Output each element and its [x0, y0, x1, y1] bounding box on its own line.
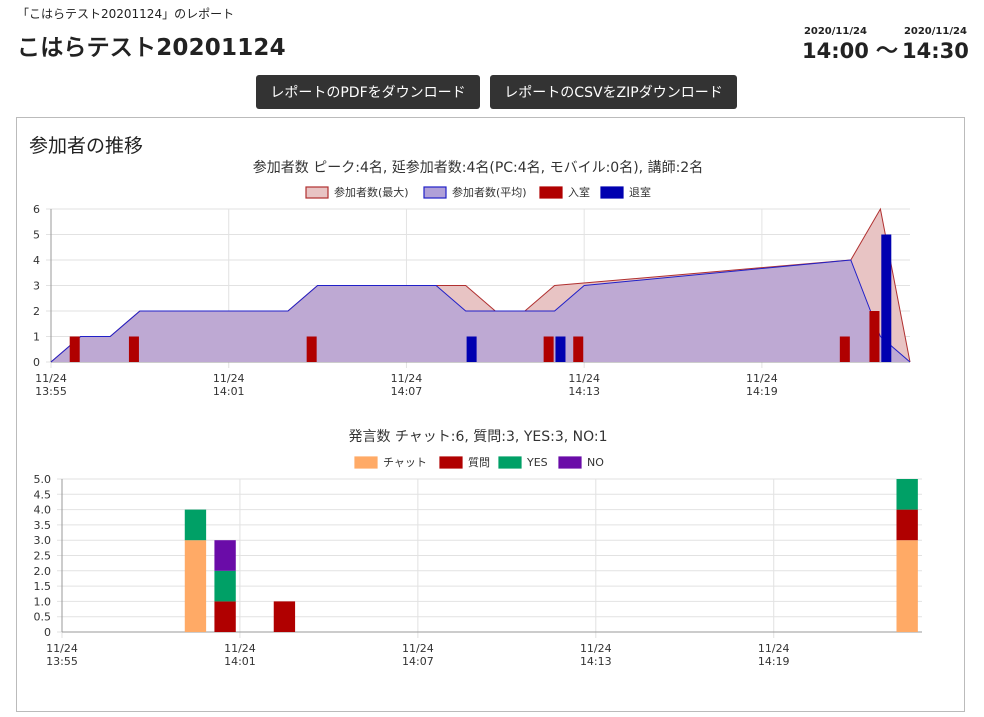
legend-swatch	[558, 456, 582, 469]
legend-swatch	[354, 456, 378, 469]
legend-label: 参加者数(平均)	[452, 185, 527, 199]
x-tick-date: 11/24	[391, 372, 423, 385]
y-tick-label: 4.0	[34, 504, 52, 517]
chart-title: 発言数 チャット:6, 質問:3, YES:3, NO:1	[348, 429, 607, 445]
chat-bar	[184, 540, 207, 632]
x-tick-time: 14:01	[224, 655, 256, 668]
y-tick-label: 6	[33, 203, 40, 216]
chart-title: 参加者数 ピーク:4名, 延参加者数:4名(PC:4名, モバイル:0名), 講…	[253, 159, 703, 176]
x-tick-time: 14:13	[568, 385, 600, 398]
y-tick-label: 2.5	[34, 550, 52, 563]
no-bar	[214, 540, 236, 571]
y-tick-label: 4	[33, 254, 40, 267]
y-tick-label: 2	[33, 305, 40, 318]
download-csv-zip-button[interactable]: レポートのCSVをZIPダウンロード	[490, 75, 737, 109]
enter-bar	[839, 336, 850, 362]
x-tick-date: 11/24	[580, 642, 612, 655]
download-pdf-button[interactable]: レポートのPDFをダウンロード	[256, 75, 480, 109]
page-title: こはらテスト20201124	[17, 35, 286, 61]
y-tick-label: 1	[33, 331, 40, 344]
x-tick-date: 11/24	[746, 372, 778, 385]
end-datetime: 2020/11/24 14:30	[902, 26, 969, 64]
yes-bar	[184, 509, 207, 541]
x-tick-date: 11/24	[46, 642, 78, 655]
start-date: 2020/11/24	[803, 26, 867, 37]
enter-bar	[69, 336, 80, 362]
x-tick-time: 14:13	[580, 655, 612, 668]
breadcrumb: 「こはらテスト20201124」のレポート	[17, 7, 235, 21]
enter-bar	[543, 336, 554, 362]
x-tick-date: 11/24	[213, 372, 245, 385]
x-tick-time: 14:19	[758, 655, 790, 668]
x-tick-time: 13:55	[46, 655, 78, 668]
end-time: 14:30	[902, 39, 969, 63]
yes-bar	[896, 479, 918, 510]
y-tick-label: 3	[33, 280, 40, 293]
panel-title: 参加者の推移	[29, 135, 144, 157]
legend-swatch	[305, 186, 329, 199]
legend-swatch	[600, 186, 624, 199]
avg-participants-area-line	[50, 259, 911, 363]
x-tick-time: 14:07	[391, 385, 423, 398]
exit-bar	[466, 336, 477, 362]
legend-label: NO	[587, 456, 604, 469]
y-tick-label: 4.5	[34, 488, 52, 501]
x-tick-time: 14:19	[746, 385, 778, 398]
question-bar	[273, 601, 296, 632]
exit-bar	[555, 336, 566, 362]
exit-bar	[881, 234, 892, 362]
legend-label: 参加者数(最大)	[334, 185, 409, 199]
y-tick-label: 0.5	[34, 611, 52, 624]
enter-bar	[128, 336, 139, 362]
y-tick-label: 5.0	[34, 473, 52, 486]
legend-swatch	[423, 186, 447, 199]
y-tick-label: 3.0	[34, 534, 52, 547]
start-time: 14:00	[802, 39, 869, 63]
enter-bar	[869, 311, 880, 362]
question-bar	[896, 509, 918, 541]
x-tick-date: 11/24	[758, 642, 790, 655]
start-datetime: 2020/11/24 14:00	[802, 26, 869, 64]
legend-label: チャット	[383, 456, 427, 469]
legend-label: 質問	[468, 455, 490, 469]
question-bar	[214, 601, 236, 632]
x-tick-time: 13:55	[35, 385, 67, 398]
y-tick-label: 1.0	[34, 595, 52, 608]
enter-bar	[306, 336, 317, 362]
enter-bar	[573, 336, 584, 362]
legend-swatch	[498, 456, 522, 469]
x-tick-date: 11/24	[568, 372, 600, 385]
y-tick-label: 0	[33, 356, 40, 369]
y-tick-label: 3.5	[34, 519, 52, 532]
legend-swatch	[439, 456, 463, 469]
x-tick-time: 14:01	[213, 385, 245, 398]
report-panel	[16, 117, 965, 712]
y-tick-label: 1.5	[34, 580, 52, 593]
legend-swatch	[539, 186, 563, 199]
y-tick-label: 5	[33, 229, 40, 242]
chat-bar	[896, 540, 918, 632]
legend-label: YES	[526, 456, 548, 469]
end-date: 2020/11/24	[903, 26, 967, 37]
legend-label: 入室	[568, 185, 590, 199]
x-tick-date: 11/24	[35, 372, 67, 385]
y-tick-label: 0	[44, 626, 51, 639]
x-tick-date: 11/24	[402, 642, 434, 655]
legend-label: 退室	[629, 185, 651, 199]
y-tick-label: 2.0	[34, 565, 52, 578]
x-tick-time: 14:07	[402, 655, 434, 668]
yes-bar	[214, 570, 236, 602]
x-tick-date: 11/24	[224, 642, 256, 655]
range-tilde: 〜	[876, 39, 899, 64]
